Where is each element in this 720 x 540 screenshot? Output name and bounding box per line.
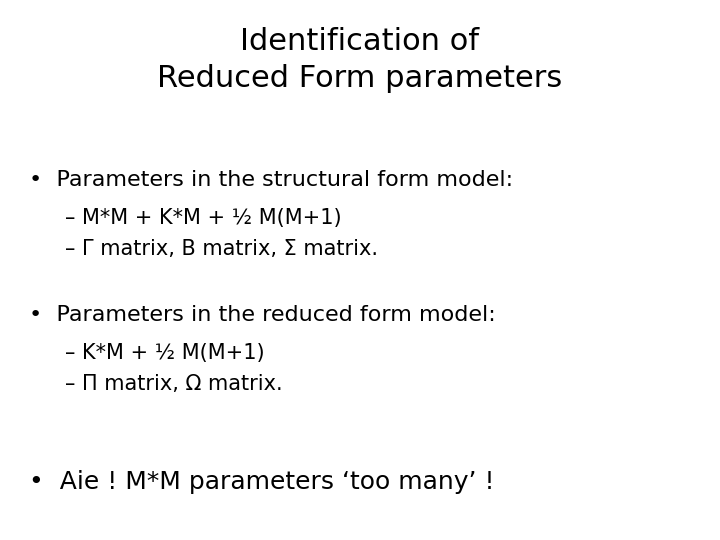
Text: – K*M + ½ M(M+1): – K*M + ½ M(M+1): [65, 343, 264, 363]
Text: •  Aie ! M*M parameters ‘too many’ !: • Aie ! M*M parameters ‘too many’ !: [29, 470, 495, 494]
Text: Identification of
Reduced Form parameters: Identification of Reduced Form parameter…: [158, 27, 562, 93]
Text: •  Parameters in the structural form model:: • Parameters in the structural form mode…: [29, 170, 513, 190]
Text: – Γ matrix, B matrix, Σ matrix.: – Γ matrix, B matrix, Σ matrix.: [65, 239, 378, 259]
Text: – Π matrix, Ω matrix.: – Π matrix, Ω matrix.: [65, 374, 282, 394]
Text: – M*M + K*M + ½ M(M+1): – M*M + K*M + ½ M(M+1): [65, 208, 341, 228]
Text: •  Parameters in the reduced form model:: • Parameters in the reduced form model:: [29, 305, 495, 325]
